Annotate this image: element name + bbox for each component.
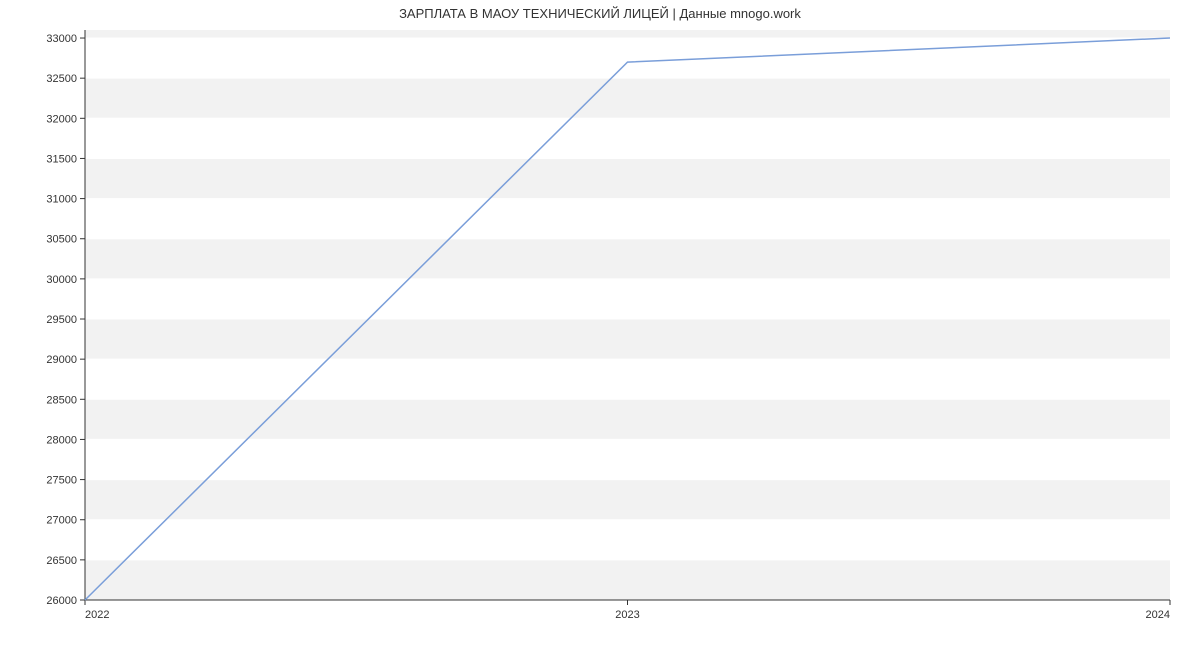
y-tick-label: 27500 — [46, 475, 77, 487]
x-tick-label: 2022 — [85, 609, 109, 621]
y-tick-label: 32500 — [46, 73, 77, 85]
grid-band — [85, 239, 1170, 279]
y-tick-label: 28000 — [46, 434, 77, 446]
y-tick-label: 30000 — [46, 274, 77, 286]
y-tick-label: 30500 — [46, 234, 77, 246]
y-tick-label: 32000 — [46, 113, 77, 125]
grid-band — [85, 399, 1170, 439]
y-tick-label: 26000 — [46, 595, 77, 607]
y-tick-label: 31000 — [46, 194, 77, 206]
x-tick-label: 2024 — [1146, 609, 1170, 621]
x-tick-label: 2023 — [615, 609, 639, 621]
salary-line-chart: ЗАРПЛАТА В МАОУ ТЕХНИЧЕСКИЙ ЛИЦЕЙ | Данн… — [0, 0, 1200, 650]
grid-band — [85, 30, 1170, 38]
chart-svg: 26000 26500 27000 27500 28000 28500 29000 29500… — [0, 0, 1200, 650]
y-tick-label: 31500 — [46, 153, 77, 165]
y-tick-label: 28500 — [46, 394, 77, 406]
grid-band — [85, 319, 1170, 359]
grid-band — [85, 158, 1170, 198]
y-tick-label: 33000 — [46, 33, 77, 45]
grid-band — [85, 480, 1170, 520]
y-tick-label: 26500 — [46, 555, 77, 567]
y-tick-label: 27000 — [46, 515, 77, 527]
grid-band — [85, 560, 1170, 600]
grid-band — [85, 78, 1170, 118]
chart-title: ЗАРПЛАТА В МАОУ ТЕХНИЧЕСКИЙ ЛИЦЕЙ | Данн… — [0, 6, 1200, 21]
y-tick-label: 29500 — [46, 314, 77, 326]
y-tick-label: 29000 — [46, 354, 77, 366]
